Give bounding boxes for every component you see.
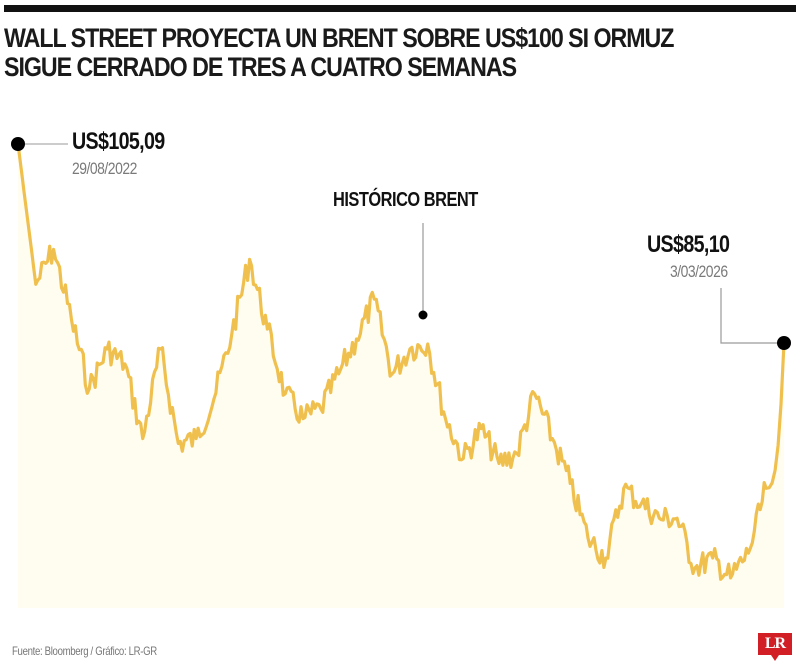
source-credit: Fuente: Bloomberg / Gráfico: LR-GR bbox=[12, 644, 157, 658]
series-label: HISTÓRICO BRENT bbox=[333, 189, 478, 211]
title-line-1: WALL STREET PROYECTA UN BRENT SOBRE US$1… bbox=[4, 23, 674, 53]
start-value-label: US$105,09 bbox=[72, 128, 165, 155]
title-line-2: SIGUE CERRADO DE TRES A CUATRO SEMANAS bbox=[4, 52, 517, 82]
start-marker bbox=[11, 137, 25, 151]
end-leader-line bbox=[720, 288, 783, 344]
area-fill bbox=[18, 144, 784, 608]
end-value-label: US$85,10 bbox=[647, 231, 730, 258]
chart-title: WALL STREET PROYECTA UN BRENT SOBRE US$1… bbox=[4, 24, 692, 82]
series-marker bbox=[418, 310, 428, 320]
top-rule bbox=[4, 5, 796, 12]
end-date-label: 3/03/2026 bbox=[670, 262, 728, 281]
end-marker bbox=[777, 336, 791, 350]
start-date-label: 29/08/2022 bbox=[72, 159, 137, 178]
lr-logo-icon: LR bbox=[758, 633, 792, 661]
price-line bbox=[16, 142, 786, 581]
